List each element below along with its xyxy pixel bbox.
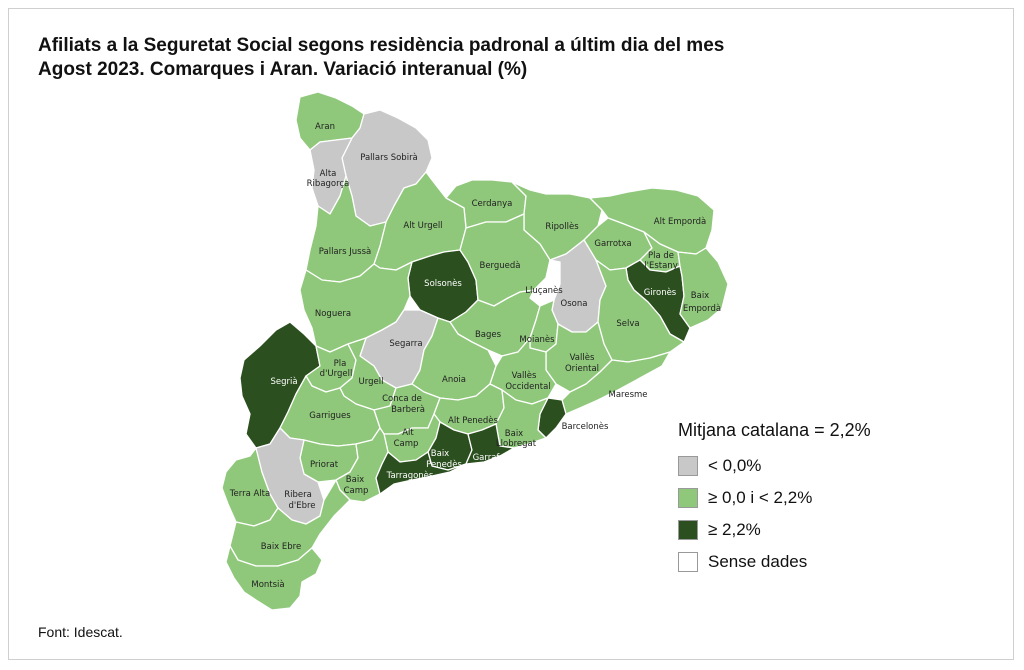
region-label-noguera: Noguera — [315, 309, 351, 319]
region-label-alt-emporda: Alt Empordà — [654, 217, 706, 227]
region-baix-emporda — [677, 247, 729, 329]
legend-label-negative: < 0,0% — [708, 456, 762, 475]
legend: Mitjana catalana = 2,2% < 0,0% ≥ 0,0 i <… — [678, 420, 871, 583]
region-label-baix-llobregat: Baix Llobregat — [496, 429, 537, 449]
region-pallars-jussa — [305, 175, 387, 283]
legend-item-negative: < 0,0% — [678, 455, 871, 477]
region-label-selva: Selva — [616, 319, 639, 329]
region-valles-oriental — [545, 321, 613, 393]
region-label-bages: Bages — [475, 330, 502, 340]
region-label-girones: Gironès — [644, 287, 677, 298]
region-label-segria: Segrià — [270, 377, 297, 387]
region-label-ribera-d-ebre: Ribera d'Ebre — [284, 490, 315, 511]
region-label-ripolles: Ripollès — [545, 221, 579, 232]
legend-swatch-high — [678, 520, 698, 540]
region-label-aran: Aran — [315, 122, 335, 132]
region-label-baix-penedes: Baix Penedès — [426, 449, 462, 470]
region-label-pla-d-urgell: Pla d'Urgell — [320, 359, 353, 379]
region-label-solsones: Solsonès — [424, 278, 462, 289]
region-label-bergueda: Berguedà — [479, 261, 520, 271]
region-tarragones — [375, 451, 467, 495]
region-label-maresme: Maresme — [608, 390, 647, 400]
region-label-tarragones: Tarragonès — [386, 470, 434, 481]
region-label-baix-ebre: Baix Ebre — [261, 542, 301, 552]
source-note: Font: Idescat. — [38, 624, 123, 640]
region-ribera-d-ebre — [255, 427, 325, 525]
map-title: Afiliats a la Seguretat Social segons re… — [38, 34, 838, 82]
region-label-pallars-jussa: Pallars Jussà — [319, 247, 371, 257]
region-montsia — [225, 545, 323, 611]
region-label-barcelones: Barcelonès — [562, 421, 609, 432]
title-line-2: Agost 2023. Comarques i Aran. Variació i… — [38, 59, 528, 80]
legend-label-high: ≥ 2,2% — [708, 520, 761, 539]
region-label-montsia: Montsià — [251, 580, 284, 590]
region-label-garraf: Garraf — [473, 453, 501, 463]
legend-label-nodata: Sense dades — [708, 552, 808, 571]
legend-swatch-negative — [678, 456, 698, 476]
region-label-segarra: Segarra — [389, 339, 422, 349]
region-label-cerdanya: Cerdanya — [472, 199, 513, 209]
region-label-priorat: Priorat — [310, 460, 339, 470]
region-selva — [595, 259, 685, 363]
region-label-terra-alta: Terra Alta — [229, 489, 270, 499]
region-label-alt-camp: Alt Camp — [394, 428, 419, 449]
legend-title: Mitjana catalana = 2,2% — [678, 420, 871, 440]
legend-label-low: ≥ 0,0 i < 2,2% — [708, 488, 813, 507]
legend-item-low: ≥ 0,0 i < 2,2% — [678, 487, 871, 509]
region-label-pla-de-l-estany: Pla de l'Estany — [644, 251, 677, 271]
legend-swatch-low — [678, 488, 698, 508]
regions-layer — [221, 91, 729, 611]
region-label-llucanes: Lluçanès — [525, 285, 563, 296]
region-label-osona: Osona — [561, 299, 588, 309]
legend-item-high: ≥ 2,2% — [678, 519, 871, 541]
region-label-anoia: Anoia — [442, 375, 466, 385]
region-label-pallars-sobira: Pallars Sobirà — [360, 153, 418, 163]
region-label-baix-emporda: Baix Empordà — [683, 291, 721, 314]
legend-swatch-nodata — [678, 552, 698, 572]
region-label-alt-penedes: Alt Penedès — [448, 415, 499, 426]
region-label-moianes: Moianès — [519, 334, 555, 345]
region-label-alta-ribagorca: Alta Ribagorça — [307, 169, 350, 189]
region-label-valles-oriental: Vallès Oriental — [565, 352, 599, 374]
region-label-valles-occidental: Vallès Occidental — [505, 370, 550, 392]
region-label-baix-camp: Baix Camp — [344, 475, 369, 496]
legend-item-nodata: Sense dades — [678, 551, 871, 573]
region-label-garrigues: Garrigues — [309, 411, 351, 421]
region-label-alt-urgell: Alt Urgell — [403, 221, 442, 231]
labels-layer: Aran Pallars Sobirà Alta Ribagorça Cerdanya A… — [229, 122, 721, 590]
region-label-garrotxa: Garrotxa — [594, 239, 631, 249]
region-garraf — [465, 423, 515, 465]
region-maresme — [561, 351, 671, 415]
region-label-conca-de-barbera: Conca de Barberà — [382, 394, 425, 415]
region-label-urgell: Urgell — [359, 377, 384, 387]
title-line-1: Afiliats a la Seguretat Social segons re… — [38, 35, 725, 56]
